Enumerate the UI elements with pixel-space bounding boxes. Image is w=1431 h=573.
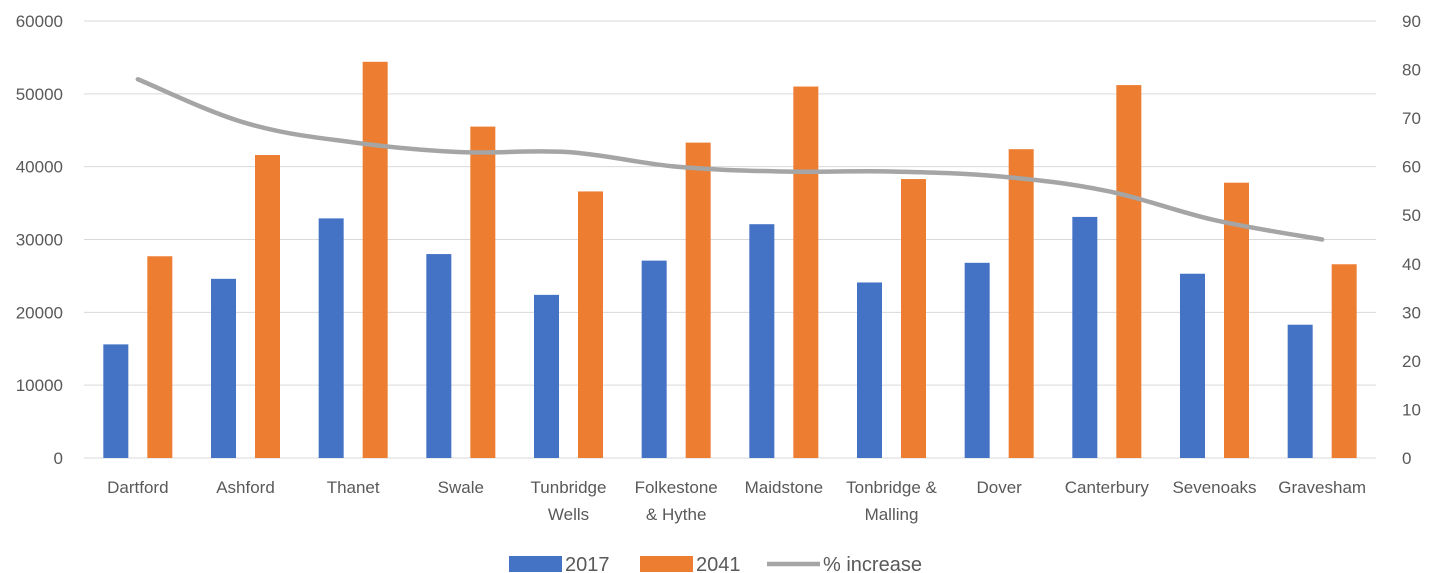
bar-2041 <box>578 191 603 458</box>
category-label: Malling <box>865 505 919 524</box>
right-tick-label: 30 <box>1402 303 1421 322</box>
left-tick-label: 40000 <box>16 158 63 177</box>
left-axis-tick-labels: 0 10000 20000 30000 40000 50000 60000 <box>16 12 63 468</box>
legend-swatch <box>509 556 562 572</box>
legend-label: 2041 <box>696 554 741 573</box>
right-tick-label: 20 <box>1402 352 1421 371</box>
legend-label: 2017 <box>565 554 610 573</box>
category-label: Thanet <box>327 478 380 497</box>
right-tick-label: 10 <box>1402 400 1421 419</box>
right-tick-label: 90 <box>1402 12 1421 31</box>
category-labels: Dartford Ashford Thanet Swale Tunbridge Wells… <box>107 478 1366 524</box>
right-tick-label: 60 <box>1402 158 1421 177</box>
left-tick-label: 50000 <box>16 85 63 104</box>
line-series <box>135 77 1325 242</box>
category-label: Gravesham <box>1278 478 1366 497</box>
bar-2017 <box>641 260 667 458</box>
right-tick-label: 70 <box>1402 109 1421 128</box>
category-label: Dartford <box>107 478 168 497</box>
bar-2017 <box>211 278 236 458</box>
right-tick-label: 40 <box>1402 255 1421 274</box>
legend: 2017 2041 % increase <box>509 554 922 573</box>
category-label: Tonbridge & <box>846 478 937 497</box>
right-axis-tick-labels: 0 10 20 30 40 50 60 70 80 90 <box>1402 12 1421 468</box>
category-label: Wells <box>548 505 589 524</box>
bar-2017 <box>857 282 882 458</box>
category-label: Swale <box>438 478 484 497</box>
category-label: & Hythe <box>646 505 706 524</box>
bar-2017 <box>103 344 129 458</box>
line--increase <box>135 77 1325 242</box>
left-tick-label: 10000 <box>16 376 63 395</box>
bar-2017 <box>749 224 775 458</box>
bar-2017 <box>1072 216 1098 458</box>
legend-swatch <box>640 556 693 572</box>
bar-2041 <box>1331 264 1357 458</box>
left-tick-label: 30000 <box>16 231 63 250</box>
bar-2041 <box>1224 182 1249 458</box>
bar-2041 <box>1008 149 1034 459</box>
legend-label: % increase <box>823 554 922 573</box>
left-tick-label: 20000 <box>16 303 63 322</box>
category-label: Tunbridge <box>531 478 607 497</box>
right-tick-label: 50 <box>1402 206 1421 225</box>
category-label: Ashford <box>216 478 275 497</box>
bar-2041 <box>1116 85 1142 459</box>
category-label: Folkestone <box>635 478 718 497</box>
bar-2041 <box>793 86 819 459</box>
left-tick-label: 0 <box>54 449 63 468</box>
category-label: Maidstone <box>745 478 823 497</box>
bar-2017 <box>426 254 452 458</box>
gridlines <box>84 20 1376 459</box>
bar-2017 <box>318 218 344 458</box>
right-tick-label: 80 <box>1402 61 1421 80</box>
bar-2041 <box>901 179 926 458</box>
bar-2017 <box>1180 273 1205 458</box>
category-label: Canterbury <box>1065 478 1150 497</box>
right-tick-label: 0 <box>1402 449 1411 468</box>
bar-2017 <box>1287 324 1313 458</box>
bar-2041 <box>147 256 173 458</box>
bar-2041 <box>255 155 280 458</box>
bar-2041 <box>685 142 711 459</box>
category-label: Dover <box>976 478 1022 497</box>
bar-series <box>103 61 1357 459</box>
bar-2041 <box>362 61 388 458</box>
bar-2017 <box>964 262 990 458</box>
bar-2017 <box>534 294 559 458</box>
left-tick-label: 60000 <box>16 12 63 31</box>
category-label: Sevenoaks <box>1172 478 1256 497</box>
bar-2041 <box>470 126 496 458</box>
